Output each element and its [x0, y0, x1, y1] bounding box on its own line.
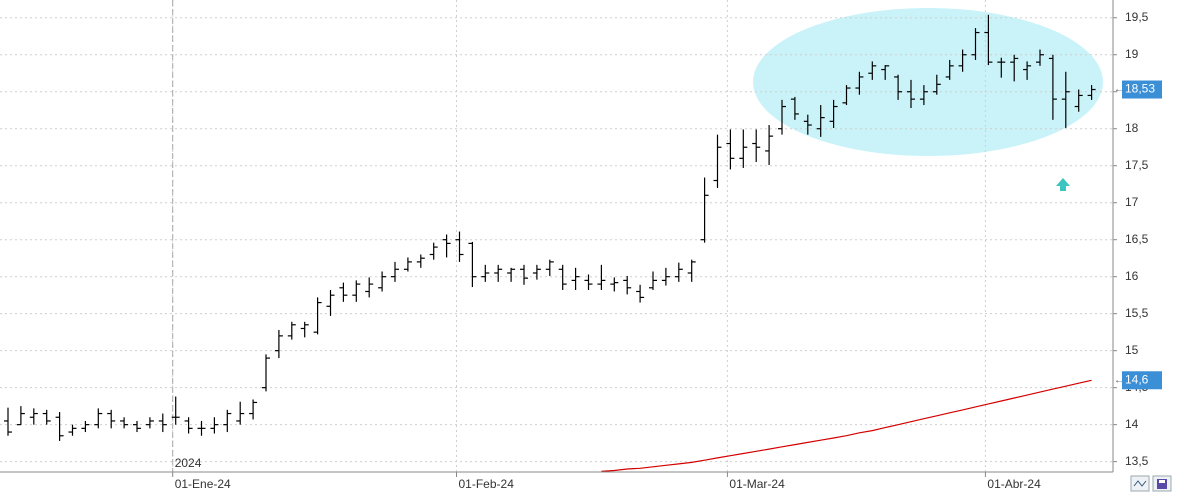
y-tick-label: 16,5	[1125, 232, 1149, 246]
save-icon	[1157, 479, 1167, 489]
plot-area	[4, 14, 1096, 472]
x-tick-label: 01-Mar-24	[729, 477, 785, 491]
y-tick-label: 18	[1125, 121, 1139, 135]
x-tick-label: 01-Feb-24	[459, 477, 515, 491]
y-tick-label: 19,5	[1125, 10, 1149, 24]
year-label: 2024	[175, 456, 202, 470]
price-tag	[1122, 80, 1162, 99]
y-tick-label: 17	[1125, 195, 1139, 209]
grid	[0, 0, 1113, 472]
price-tag-label: 18,53	[1125, 82, 1155, 96]
y-tick-label: 15,5	[1125, 306, 1149, 320]
y-tick-label: 19	[1125, 47, 1139, 61]
y-tick-label: 13,5	[1125, 454, 1149, 468]
save-icon-label	[1159, 480, 1165, 483]
x-axis-strip	[0, 473, 1177, 494]
x-tick-label: 01-Ene-24	[175, 477, 231, 491]
price-tag-pointer: ←	[1114, 375, 1124, 386]
moving-average-line	[601, 379, 1092, 472]
price-tag	[1122, 371, 1162, 390]
x-tick-label: 01-Abr-24	[987, 477, 1041, 491]
axes: 13,51414,51515,51616,51717,51818,51919,5…	[172, 10, 1162, 491]
y-tick-label: 17,5	[1125, 158, 1149, 172]
up-arrow	[1056, 178, 1070, 191]
annotation-layer	[753, 8, 1103, 156]
zoom-icon	[1133, 480, 1147, 487]
y-tick-label: 16	[1125, 269, 1139, 283]
price-tag-pointer: ←	[1114, 84, 1124, 95]
price-tag-label: 14,6	[1125, 372, 1149, 386]
y-tick-label: 15	[1125, 343, 1139, 357]
y-tick-label: 14	[1125, 417, 1139, 431]
highlight-ellipse	[753, 8, 1103, 156]
